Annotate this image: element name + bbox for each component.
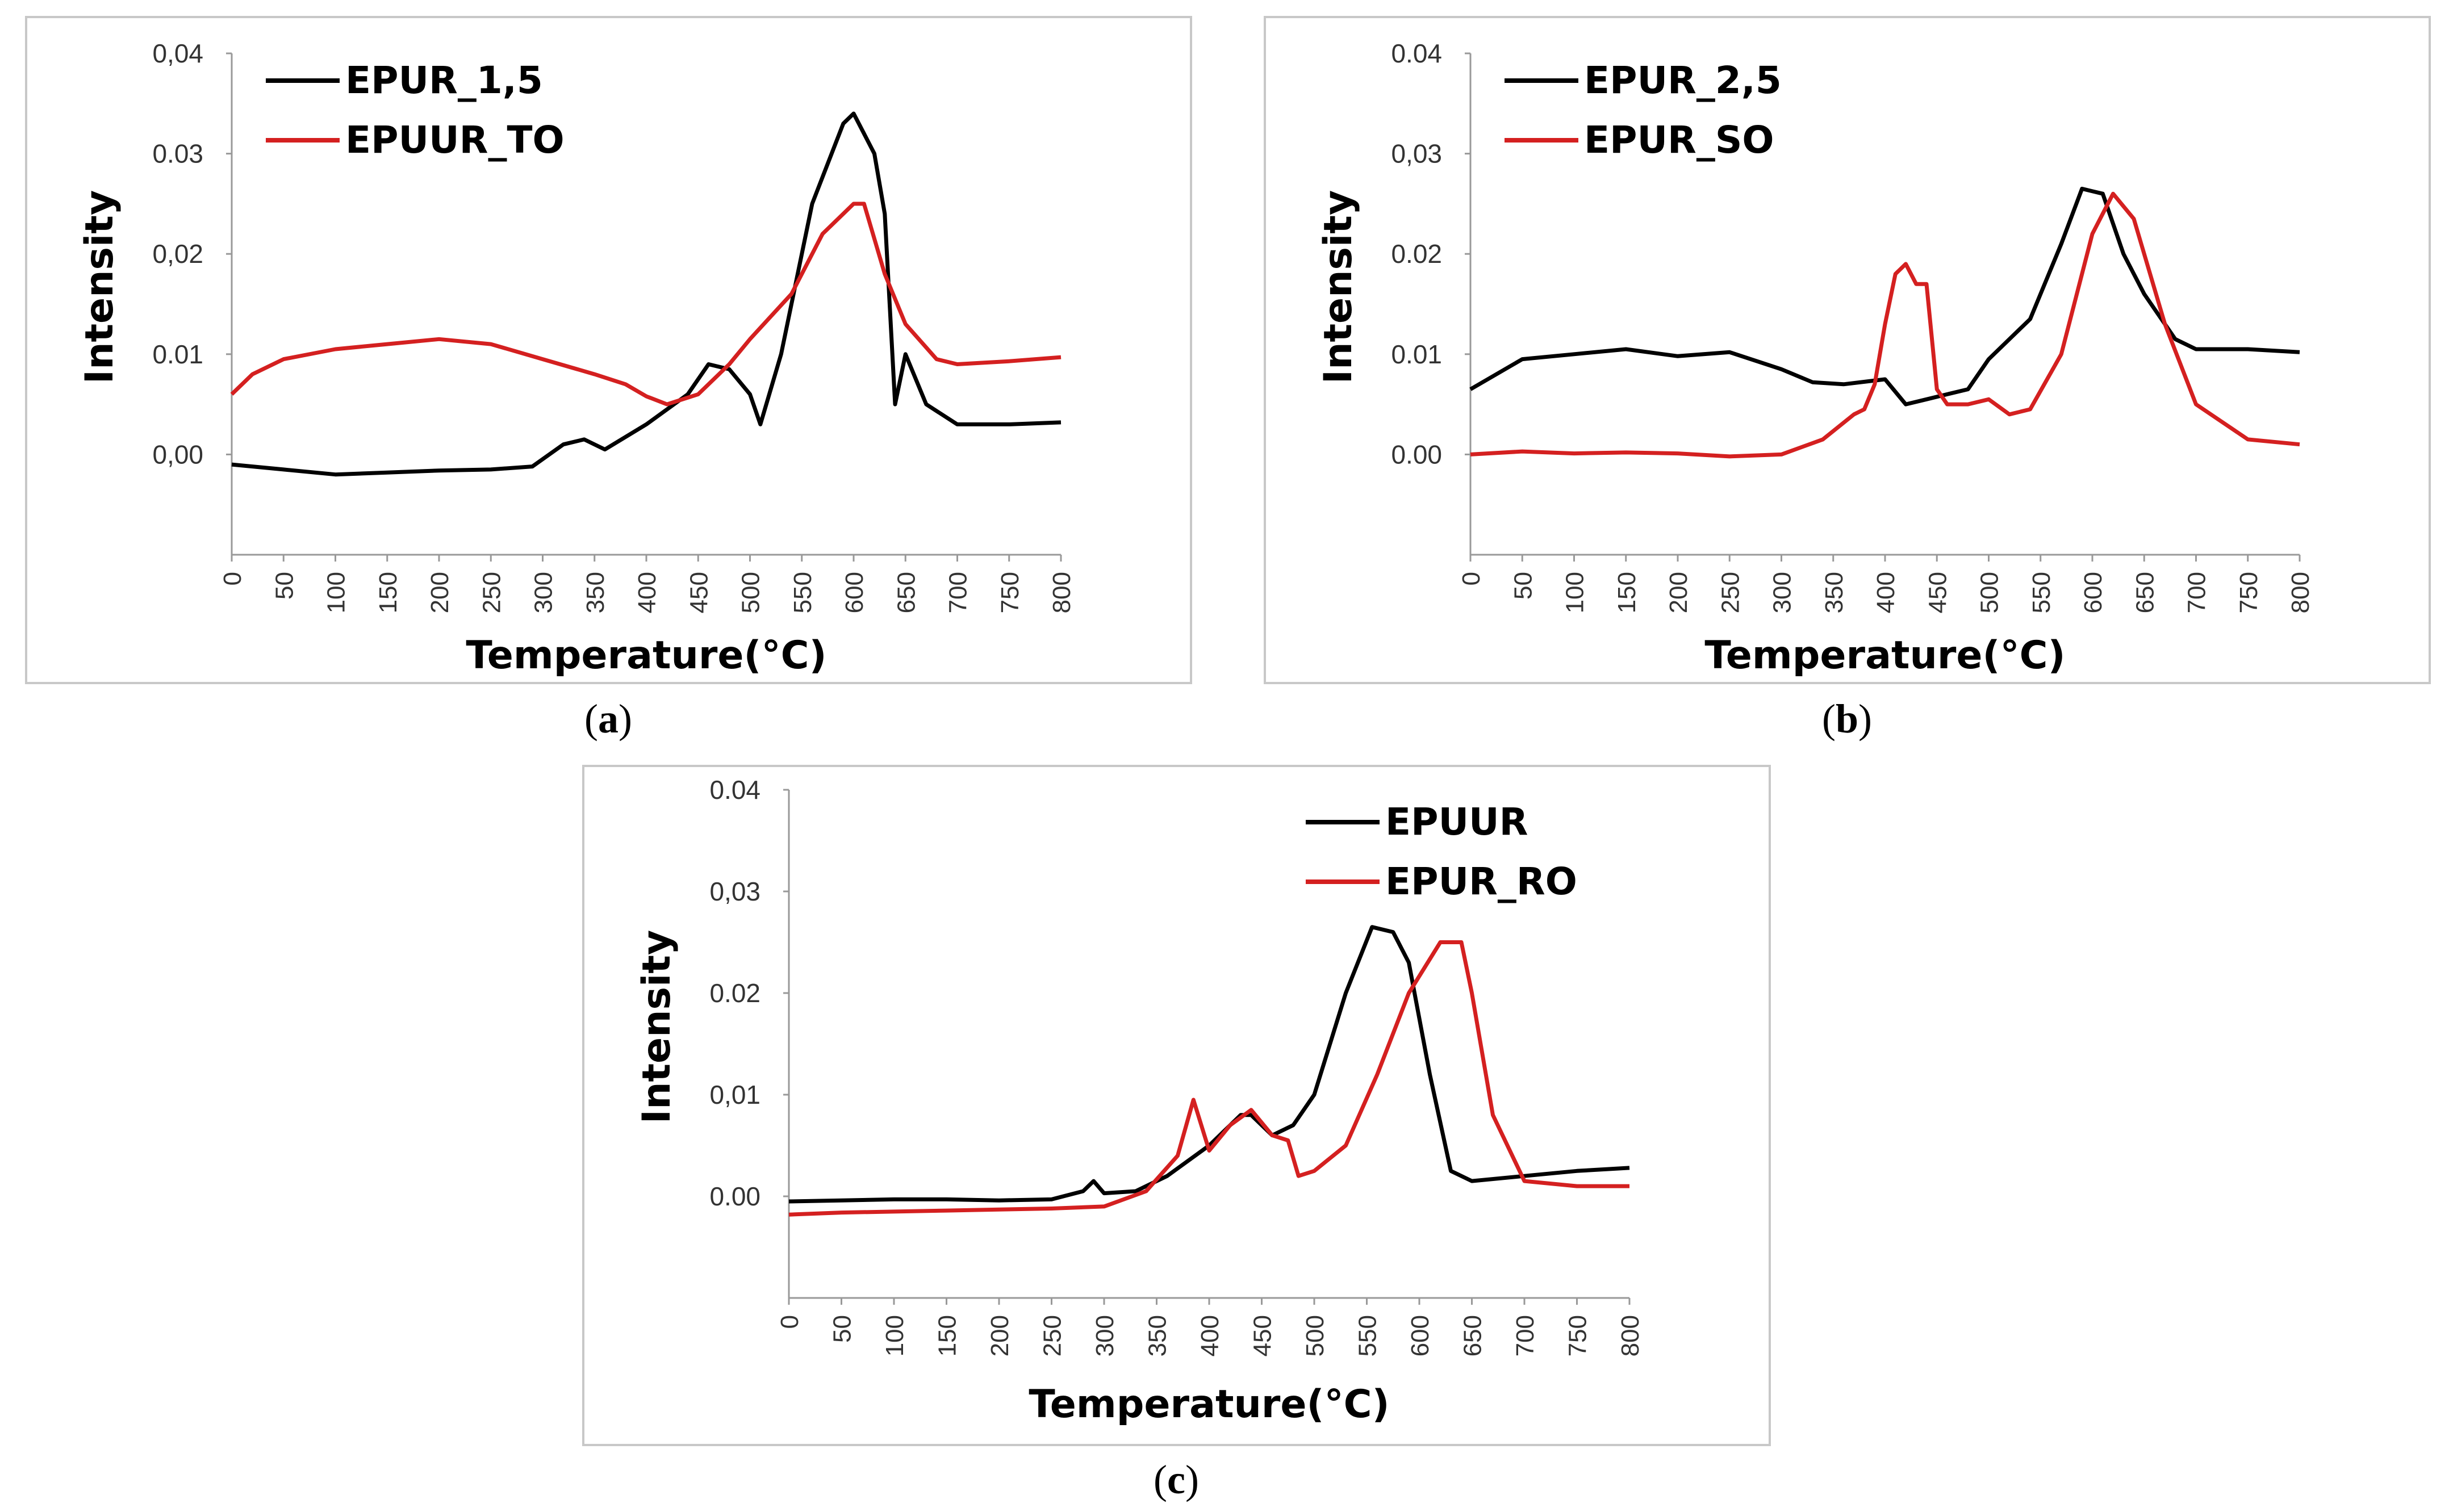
y-tick-label: 0.01 bbox=[152, 340, 203, 369]
x-tick-label: 150 bbox=[934, 1315, 962, 1356]
y-tick-label: 0.04 bbox=[1391, 39, 1442, 68]
x-tick-label: 400 bbox=[1872, 572, 1900, 613]
x-tick-label: 650 bbox=[2131, 572, 2159, 613]
x-tick-label: 450 bbox=[1249, 1315, 1277, 1356]
x-tick-label: 100 bbox=[1561, 572, 1589, 613]
x-tick-label: 350 bbox=[582, 572, 609, 613]
x-tick-label: 150 bbox=[1613, 572, 1641, 613]
x-tick-label: 200 bbox=[426, 572, 454, 613]
x-axis-title: Temperature(°C) bbox=[466, 633, 826, 678]
legend-label: EPUR_RO bbox=[1385, 860, 1577, 903]
x-tick-label: 200 bbox=[1665, 572, 1693, 613]
x-tick-label: 200 bbox=[986, 1315, 1014, 1356]
x-tick-label: 550 bbox=[1354, 1315, 1382, 1356]
x-tick-label: 800 bbox=[1048, 572, 1076, 613]
legend-label: EPUR_2,5 bbox=[1584, 58, 1782, 102]
series-line-EPUR_2,5 bbox=[1469, 186, 2300, 407]
y-tick-label: 0.04 bbox=[709, 775, 760, 805]
x-tick-label: 800 bbox=[1616, 1315, 1644, 1356]
x-tick-label: 300 bbox=[1769, 572, 1796, 613]
caption-a: (a) bbox=[584, 696, 632, 742]
y-tick-label: 0,02 bbox=[152, 239, 203, 269]
x-tick-label: 400 bbox=[1196, 1315, 1224, 1356]
chart-panel-a: 0,00 0.01 0,02 0.03 0,04 0 50 100 150 200 250 300 35… bbox=[25, 16, 1192, 684]
y-tick-label: 0,03 bbox=[709, 877, 760, 906]
chart-panel-c: 0.00 0,01 0.02 0,03 0.04 0 50 100 150 200 250 300 35… bbox=[582, 765, 1771, 1446]
y-tick-label: 0,04 bbox=[152, 39, 203, 68]
chart-panel-b: 0.00 0.01 0.02 0,03 0.04 0 50 100 150 200 250 300 35… bbox=[1264, 16, 2431, 684]
x-tick-label: 800 bbox=[2287, 572, 2314, 613]
y-tick-label: 0.00 bbox=[1391, 439, 1442, 469]
y-axis-title: Intensity bbox=[634, 930, 679, 1124]
caption-c: (c) bbox=[1154, 1457, 1199, 1502]
series-line-EPUR_RO bbox=[788, 940, 1629, 1217]
y-tick-label: 0,03 bbox=[1391, 139, 1442, 169]
x-tick-label: 550 bbox=[2028, 572, 2055, 613]
series-line-EPUUR bbox=[788, 925, 1630, 1204]
x-tick-label: 300 bbox=[530, 572, 558, 613]
x-axis-title: Temperature(°C) bbox=[1029, 1382, 1389, 1427]
x-tick-label: 700 bbox=[2183, 572, 2211, 613]
x-tick-label: 300 bbox=[1091, 1315, 1119, 1356]
x-tick-label: 100 bbox=[323, 572, 350, 613]
x-tick-label: 250 bbox=[478, 572, 505, 613]
x-tick-label: 50 bbox=[829, 1315, 856, 1343]
x-tick-label: 550 bbox=[789, 572, 817, 613]
y-tick-label: 0.00 bbox=[709, 1182, 760, 1211]
y-tick-label: 0.02 bbox=[709, 978, 760, 1008]
x-tick-label: 0 bbox=[1457, 572, 1485, 585]
x-tick-label: 500 bbox=[1301, 1315, 1329, 1356]
chart-a-svg: 0,00 0.01 0,02 0.03 0,04 0 50 100 150 200 250 300 35… bbox=[77, 39, 1076, 678]
x-tick-label: 600 bbox=[2079, 572, 2107, 613]
x-tick-label: 750 bbox=[2235, 572, 2263, 613]
y-tick-label: 0.01 bbox=[1391, 340, 1442, 369]
x-tick-label: 700 bbox=[1511, 1315, 1539, 1356]
y-tick-label: 0,00 bbox=[152, 439, 203, 469]
x-tick-label: 600 bbox=[1406, 1315, 1434, 1356]
x-tick-label: 450 bbox=[685, 572, 713, 613]
x-tick-label: 50 bbox=[270, 572, 298, 600]
chart-b-svg: 0.00 0.01 0.02 0,03 0.04 0 50 100 150 200 250 300 35… bbox=[1316, 39, 2314, 678]
series-line-EPUR_SO bbox=[1470, 191, 2300, 459]
caption-b: (b) bbox=[1821, 696, 1872, 742]
x-tick-label: 650 bbox=[892, 572, 920, 613]
legend-label: EPUUR bbox=[1385, 800, 1528, 844]
x-tick-label: 500 bbox=[1976, 572, 2004, 613]
x-tick-label: 400 bbox=[633, 572, 661, 613]
legend-label: EPUR_1,5 bbox=[345, 58, 543, 102]
x-tick-label: 750 bbox=[996, 572, 1024, 613]
x-axis-title: Temperature(°C) bbox=[1704, 633, 2065, 678]
x-tick-label: 500 bbox=[737, 572, 765, 613]
legend-label: EPUR_SO bbox=[1584, 118, 1774, 162]
x-tick-label: 750 bbox=[1564, 1315, 1592, 1356]
chart-c-svg: 0.00 0,01 0.02 0,03 0.04 0 50 100 150 200 250 300 35… bbox=[634, 775, 1644, 1427]
x-tick-label: 450 bbox=[1924, 572, 1951, 613]
x-tick-label: 0 bbox=[776, 1315, 804, 1329]
legend-label: EPUUR_TO bbox=[345, 118, 565, 162]
x-tick-label: 650 bbox=[1459, 1315, 1487, 1356]
x-tick-label: 350 bbox=[1144, 1315, 1172, 1356]
series-line-EPUR_1,5 bbox=[231, 111, 1062, 477]
y-axis-title: Intensity bbox=[77, 190, 122, 384]
x-tick-label: 150 bbox=[374, 572, 402, 613]
x-tick-label: 250 bbox=[1039, 1315, 1067, 1356]
y-tick-label: 0.02 bbox=[1391, 239, 1442, 269]
x-tick-label: 100 bbox=[881, 1315, 909, 1356]
x-tick-label: 350 bbox=[1820, 572, 1848, 613]
x-tick-label: 50 bbox=[1509, 572, 1537, 600]
y-tick-label: 0,01 bbox=[709, 1080, 760, 1109]
x-tick-label: 250 bbox=[1716, 572, 1744, 613]
x-tick-label: 600 bbox=[841, 572, 868, 613]
y-tick-label: 0.03 bbox=[152, 139, 203, 169]
x-tick-label: 0 bbox=[219, 572, 246, 585]
x-tick-label: 700 bbox=[945, 572, 972, 613]
series-line-EPUUR_TO bbox=[230, 202, 1062, 407]
y-axis-title: Intensity bbox=[1316, 190, 1361, 384]
